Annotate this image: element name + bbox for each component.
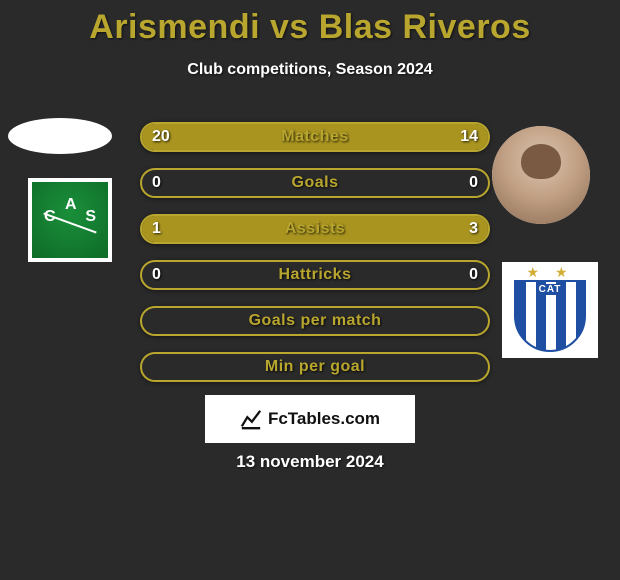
subtitle: Club competitions, Season 2024 <box>0 61 620 79</box>
stat-value-right: 0 <box>469 266 478 284</box>
stat-value-right: 0 <box>469 174 478 192</box>
stat-row-goals-per-match: Goals per match <box>140 306 490 336</box>
stat-value-left: 1 <box>152 220 161 238</box>
stat-label: Assists <box>285 220 345 238</box>
brand-label: FcTables.com <box>268 409 380 429</box>
stat-label: Goals per match <box>249 312 382 330</box>
stat-row-assists: 1 Assists 3 <box>140 214 490 244</box>
stat-row-min-per-goal: Min per goal <box>140 352 490 382</box>
cas-badge: C A S <box>28 178 112 262</box>
footer-date: 13 november 2024 <box>0 452 620 472</box>
stat-label: Goals <box>292 174 339 192</box>
cas-a: A <box>65 196 77 214</box>
stats-column: 20 Matches 14 0 Goals 0 1 Assists 3 0 Hattricks 0 Go… <box>140 122 490 398</box>
stat-row-matches: 20 Matches 14 <box>140 122 490 152</box>
stat-value-left: 0 <box>152 266 161 284</box>
club-badge-right: ★ ★ CAT <box>502 262 598 358</box>
player-right-avatar <box>492 126 590 224</box>
stat-row-hattricks: 0 Hattricks 0 <box>140 260 490 290</box>
brand-box[interactable]: FcTables.com <box>205 395 415 443</box>
cat-stars: ★ ★ <box>502 264 598 281</box>
page-title: Arismendi vs Blas Riveros <box>0 0 620 47</box>
cat-shield: CAT <box>514 280 586 352</box>
stat-label: Matches <box>281 128 349 146</box>
stat-label: Min per goal <box>265 358 365 376</box>
cas-s: S <box>85 208 96 226</box>
chart-icon <box>240 408 262 430</box>
avatar-placeholder <box>492 126 590 224</box>
club-badge-left: C A S <box>28 178 112 262</box>
player-left-avatar <box>8 118 112 154</box>
stat-value-right: 3 <box>469 220 478 238</box>
stat-label: Hattricks <box>279 266 352 284</box>
stat-value-right: 14 <box>460 128 478 146</box>
stat-fill-right <box>229 216 489 242</box>
stat-value-left: 0 <box>152 174 161 192</box>
stat-row-goals: 0 Goals 0 <box>140 168 490 198</box>
stat-value-left: 20 <box>152 128 170 146</box>
cat-badge: ★ ★ CAT <box>502 262 598 358</box>
avatar-placeholder <box>8 118 112 154</box>
